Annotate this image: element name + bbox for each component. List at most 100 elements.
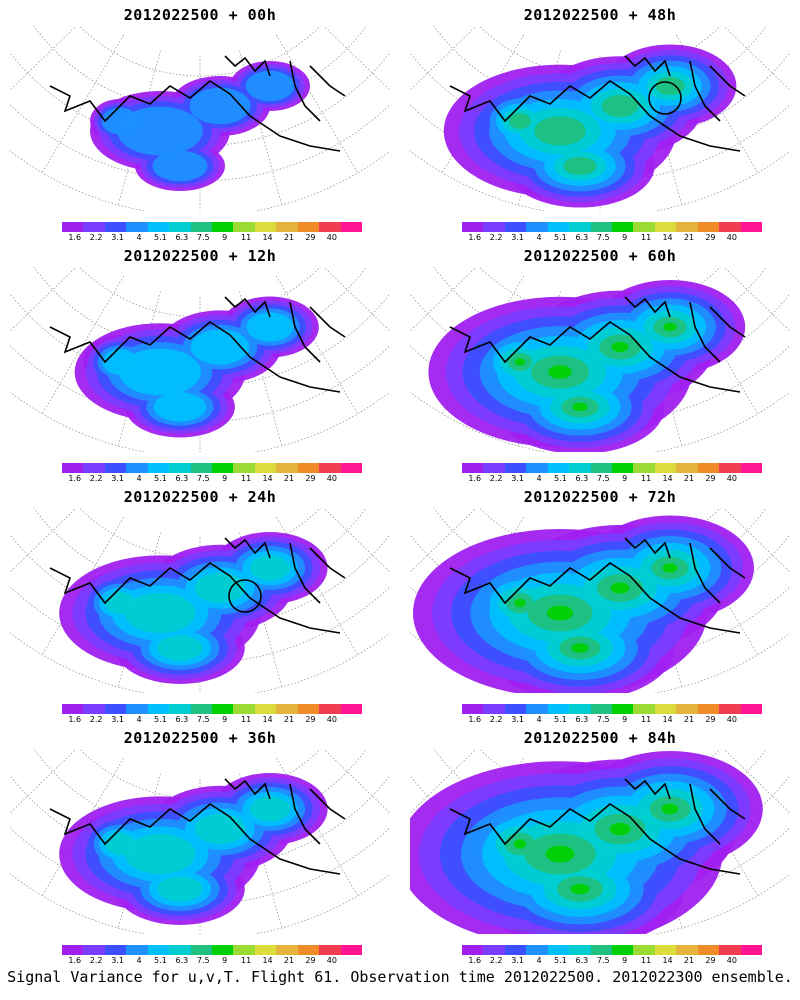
colorbar-cell bbox=[697, 945, 720, 955]
colorbar-label: 4 bbox=[536, 474, 542, 483]
colorbar-label: 11 bbox=[641, 233, 652, 242]
colorbar-cell bbox=[654, 222, 677, 232]
panel-title: 2012022500 + 24h bbox=[123, 488, 277, 506]
colorbar-cell bbox=[654, 463, 677, 473]
colorbar bbox=[462, 704, 763, 714]
colorbar-cell bbox=[590, 463, 613, 473]
colorbar-cell bbox=[233, 945, 256, 955]
variance-field bbox=[413, 515, 754, 693]
colorbar-label: 11 bbox=[641, 956, 652, 965]
colorbar-cell bbox=[62, 222, 84, 232]
colorbar-label: 9 bbox=[222, 474, 228, 483]
colorbar-label: 3.1 bbox=[511, 233, 524, 242]
colorbar-label: 11 bbox=[241, 956, 252, 965]
colorbar-cell bbox=[190, 704, 213, 714]
colorbar-label: 3.1 bbox=[511, 956, 524, 965]
colorbar-cell bbox=[612, 463, 634, 473]
colorbar-cell bbox=[254, 222, 277, 232]
polar-map bbox=[10, 508, 390, 693]
colorbar-label: 6.3 bbox=[175, 715, 189, 724]
colorbar-cell bbox=[212, 222, 234, 232]
colorbar-label: 5.1 bbox=[154, 233, 167, 242]
colorbar bbox=[62, 463, 363, 473]
colorbar-label: 3.1 bbox=[111, 715, 124, 724]
colorbar-label: 7.5 bbox=[196, 474, 210, 483]
colorbar-label: 11 bbox=[241, 474, 252, 483]
colorbar-label: 40 bbox=[326, 474, 337, 483]
colorbar-label: 6.3 bbox=[575, 715, 589, 724]
colorbar-cell bbox=[169, 945, 192, 955]
colorbar-cell bbox=[654, 704, 677, 714]
colorbar-label: 11 bbox=[641, 715, 652, 724]
colorbar-cell bbox=[276, 463, 299, 473]
colorbar-label: 1.6 bbox=[468, 956, 482, 965]
colorbar-cell bbox=[590, 945, 613, 955]
colorbar-cell bbox=[633, 222, 656, 232]
colorbar-cell bbox=[719, 222, 742, 232]
polar-map bbox=[410, 508, 790, 693]
colorbar-cell bbox=[740, 945, 763, 955]
colorbar-label: 2.2 bbox=[489, 715, 503, 724]
colorbar-label: 9 bbox=[622, 233, 628, 242]
forecast-panel: 2012022500 + 60h 1.6 2.2 3.1 4 5.1 6.3 7.5 9 11 14… bbox=[400, 241, 800, 483]
colorbar-cell bbox=[126, 945, 149, 955]
colorbar-cell bbox=[340, 222, 363, 232]
coastline bbox=[449, 55, 746, 152]
forecast-panel: 2012022500 + 72h 1.6 2.2 3.1 4 5.1 6.3 7.5 9 11 14… bbox=[400, 482, 800, 724]
colorbar-cell bbox=[169, 222, 192, 232]
colorbar-label: 7.5 bbox=[596, 233, 610, 242]
colorbar-cell bbox=[340, 945, 363, 955]
colorbar-cell bbox=[190, 463, 213, 473]
colorbar-cell bbox=[169, 704, 192, 714]
colorbar-label: 1.6 bbox=[68, 956, 82, 965]
colorbar-label: 14 bbox=[662, 956, 673, 965]
colorbar-label: 7.5 bbox=[596, 474, 610, 483]
colorbar-label: 9 bbox=[222, 233, 228, 242]
colorbar-cell bbox=[483, 463, 506, 473]
colorbar-cell bbox=[190, 945, 213, 955]
colorbar-cell bbox=[83, 704, 106, 714]
colorbar-cell bbox=[740, 222, 763, 232]
variance-field bbox=[59, 532, 328, 684]
colorbar-cell bbox=[276, 945, 299, 955]
colorbar-label: 21 bbox=[683, 474, 695, 483]
colorbar-label: 6.3 bbox=[175, 233, 189, 242]
colorbar-label: 4 bbox=[536, 956, 542, 965]
colorbar-cell bbox=[612, 222, 634, 232]
colorbar-label: 3.1 bbox=[111, 956, 124, 965]
colorbar-label: 14 bbox=[262, 715, 273, 724]
polar-map bbox=[10, 749, 390, 934]
colorbar-cell bbox=[483, 945, 506, 955]
colorbar-label: 1.6 bbox=[68, 474, 82, 483]
colorbar-label: 5.1 bbox=[554, 474, 567, 483]
colorbar-label: 2.2 bbox=[489, 474, 503, 483]
colorbar-label: 2.2 bbox=[89, 956, 103, 965]
colorbar-cell bbox=[462, 463, 484, 473]
colorbar-cell bbox=[147, 704, 170, 714]
coastline bbox=[49, 296, 346, 393]
colorbar-cell bbox=[212, 945, 234, 955]
colorbar-label: 3.1 bbox=[511, 474, 524, 483]
colorbar bbox=[62, 704, 363, 714]
colorbar-label: 14 bbox=[262, 233, 273, 242]
colorbar-cell bbox=[526, 222, 549, 232]
colorbar-label: 1.6 bbox=[468, 233, 482, 242]
colorbar-cell bbox=[676, 463, 699, 473]
colorbar-label: 5.1 bbox=[554, 956, 567, 965]
colorbar-label: 21 bbox=[683, 956, 695, 965]
colorbar-label: 21 bbox=[283, 715, 295, 724]
colorbar bbox=[462, 463, 763, 473]
colorbar-cell bbox=[569, 704, 592, 714]
colorbar-label: 21 bbox=[283, 233, 295, 242]
colorbar-cell bbox=[254, 945, 277, 955]
colorbar-label: 6.3 bbox=[175, 474, 189, 483]
colorbar-cell bbox=[147, 945, 170, 955]
colorbar-cell bbox=[740, 704, 763, 714]
colorbar-label: 40 bbox=[726, 715, 737, 724]
colorbar-label: 4 bbox=[136, 956, 142, 965]
colorbar-label: 9 bbox=[622, 956, 628, 965]
colorbar-cell bbox=[504, 945, 527, 955]
colorbar-cell bbox=[233, 222, 256, 232]
coastline bbox=[449, 778, 746, 875]
colorbar-cell bbox=[526, 463, 549, 473]
